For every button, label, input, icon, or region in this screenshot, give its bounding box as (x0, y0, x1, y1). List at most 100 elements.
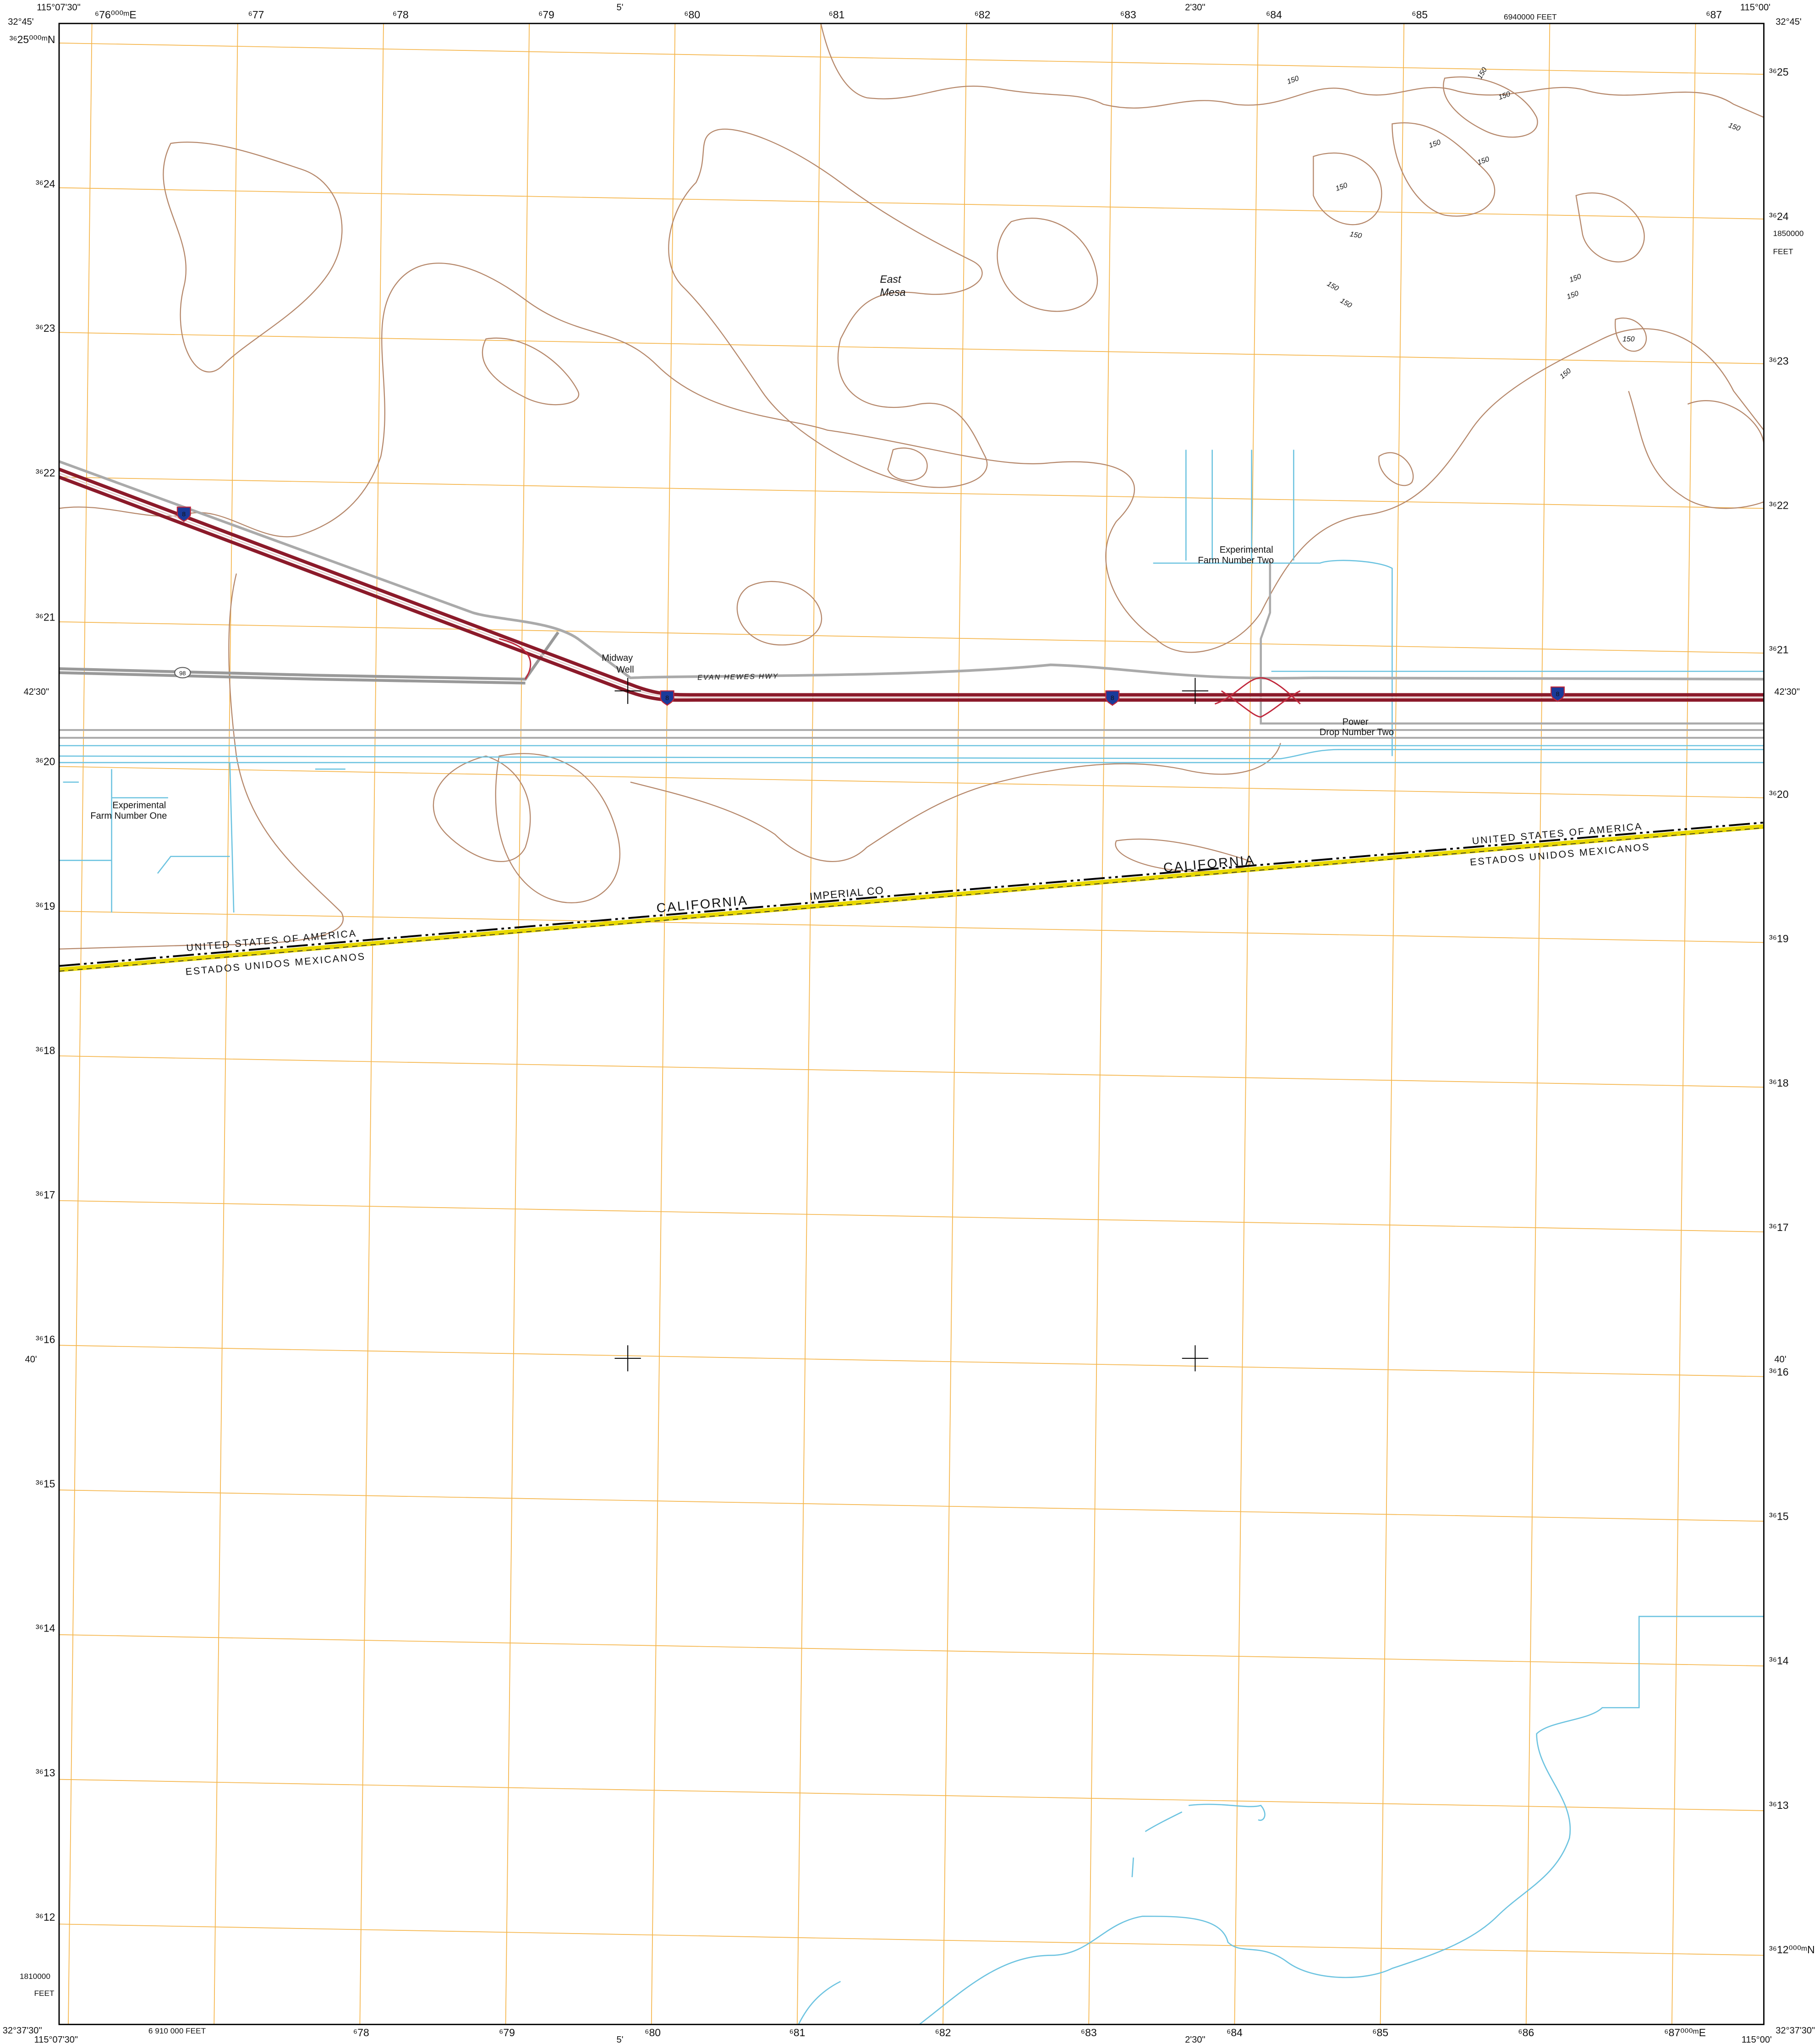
minute-label: 42'30" (1775, 687, 1800, 697)
grid-line (59, 1055, 1764, 1088)
minute-label: 40' (1775, 1354, 1786, 1364)
wash (919, 1615, 1764, 2025)
utm-northing-label: ³⁶22 (36, 467, 55, 478)
road-name: EVAN HEWES HWY (697, 672, 779, 681)
utm-easting-label: ⁶78 (393, 9, 409, 21)
grid-line (59, 1923, 1764, 1956)
grid-line (59, 1489, 1764, 1522)
contour (433, 755, 531, 862)
utm-northing-label: ³⁶16 (1769, 1366, 1789, 1378)
route-number: 8 (665, 694, 669, 702)
local-road (1260, 560, 1764, 725)
state-plane-label: 6 910 000 FEET (148, 2026, 206, 2035)
utm-northing-label: ³⁶14 (36, 1622, 55, 1634)
utm-northing-label: ³⁶24 (36, 178, 55, 190)
utm-easting-label: ⁶86 (1518, 2027, 1534, 2039)
state-plane-label: 1810000 (20, 1972, 50, 1981)
state-plane-label: FEET (34, 1989, 55, 1998)
utm-northing-label: ³⁶17 (36, 1189, 55, 1201)
utm-northing-label: ³⁶25⁰⁰⁰ᵐN (10, 33, 55, 45)
utm-northing-label: ³⁶19 (36, 900, 55, 912)
utm-northing-label: ³⁶24 (1769, 210, 1789, 222)
route-number: 8 (1556, 691, 1560, 698)
place-name: Well (616, 665, 634, 675)
minute-label: 42'30" (24, 687, 49, 697)
minute-label: 2'30" (1185, 3, 1205, 13)
contour (59, 263, 1764, 653)
frontage-road (58, 460, 1764, 681)
utm-northing-label: ³⁶21 (36, 611, 55, 623)
utm-easting-label: ⁶84 (1227, 2027, 1243, 2039)
contour (630, 743, 1281, 862)
utm-northing-label: ³⁶13 (36, 1767, 55, 1779)
grid-line (59, 477, 1764, 509)
place-name: Power (1342, 717, 1369, 727)
utm-northing-label: ³⁶12 (36, 1911, 55, 1923)
grid-line (1671, 23, 1696, 2025)
contour (163, 142, 343, 373)
contour (736, 581, 822, 646)
contour-label: 150 (1622, 335, 1635, 343)
place-name: East (880, 273, 902, 285)
utm-northing-label: ³⁶18 (36, 1044, 55, 1056)
grid-line (1525, 23, 1551, 2025)
grid-line (68, 23, 93, 2025)
corner-longitude: 115°07'30" (34, 2035, 78, 2044)
contour (1392, 122, 1496, 217)
route-shield (176, 506, 191, 522)
utm-northing-label: ³⁶16 (36, 1333, 55, 1345)
border-band (59, 824, 1764, 973)
utm-northing-label: ³⁶23 (1769, 355, 1789, 367)
route-shield (1551, 686, 1565, 702)
contour (1575, 192, 1645, 263)
crosshair (614, 678, 1209, 1372)
state-plane-label: 1850000 (1773, 229, 1804, 238)
grid-line (59, 1779, 1764, 1811)
grid-line (59, 43, 1764, 75)
contour (820, 23, 1764, 118)
utm-easting-label: ⁶81 (789, 2027, 805, 2039)
corner-longitude: 115°07'30" (37, 3, 81, 13)
grid-line (651, 23, 676, 2025)
utm-easting-label: ⁶81 (828, 9, 844, 21)
place-name: Midway (602, 653, 633, 663)
utm-easting-label: ⁶84 (1266, 9, 1282, 21)
route-shield (174, 667, 191, 679)
utm-northing-label: ³⁶17 (1769, 1221, 1789, 1233)
grid-line (59, 1345, 1764, 1377)
route-number: 98 (179, 670, 186, 676)
utm-northing-label: ³⁶23 (36, 322, 55, 334)
route-shield (1105, 690, 1120, 706)
utm-easting-label: ⁶87⁰⁰⁰ᵐE (1664, 2027, 1706, 2039)
utm-northing-label: ³⁶22 (1769, 500, 1789, 511)
utm-easting-label: ⁶87 (1706, 9, 1722, 21)
minute-label: 2'30" (1185, 2035, 1205, 2044)
contour (1378, 452, 1414, 486)
utm-easting-label: ⁶80 (684, 9, 700, 21)
route-number: 8 (182, 511, 186, 518)
contour-label: 150 (1349, 231, 1363, 240)
utm-easting-label: ⁶79 (538, 9, 554, 21)
utm-northing-label: ³⁶19 (1769, 933, 1789, 945)
state-plane-label: FEET (1773, 247, 1793, 256)
contour (1628, 390, 1764, 509)
grid-line (505, 23, 530, 2025)
utm-northing-label: ³⁶21 (1769, 644, 1789, 656)
utm-northing-label: ³⁶18 (1769, 1077, 1789, 1089)
minute-label: 5' (616, 2035, 623, 2044)
utm-northing-label: ³⁶12⁰⁰⁰ᵐN (1769, 1944, 1815, 1956)
contour (1313, 152, 1382, 225)
roads (58, 460, 1764, 739)
grid-line (1088, 23, 1113, 2025)
utm-easting-label: ⁶76⁰⁰⁰ᵐE (95, 9, 137, 21)
contour (668, 128, 988, 488)
utm-easting-label: ⁶83 (1120, 9, 1136, 21)
grid-line (942, 23, 967, 2025)
contour (482, 337, 580, 406)
utm-northing-label: ³⁶14 (1769, 1655, 1789, 1667)
utm-northing-label: ³⁶20 (1769, 788, 1789, 800)
international-boundary (59, 821, 1764, 967)
grid-line (359, 23, 384, 2025)
utm-easting-label: ⁶85 (1412, 9, 1428, 21)
